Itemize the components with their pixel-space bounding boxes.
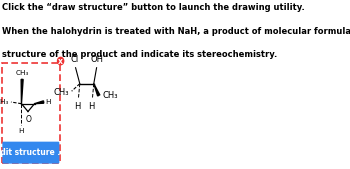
FancyBboxPatch shape <box>2 142 60 164</box>
Text: Cl: Cl <box>71 55 79 64</box>
Text: CH₃: CH₃ <box>15 70 29 76</box>
Text: H: H <box>46 99 51 105</box>
Circle shape <box>57 57 64 65</box>
Text: x: x <box>58 57 63 66</box>
Text: Click the “draw structure” button to launch the drawing utility.: Click the “draw structure” button to lau… <box>2 3 305 12</box>
Polygon shape <box>21 79 23 104</box>
Text: H: H <box>19 128 24 134</box>
Text: edit structure ...: edit structure ... <box>0 148 66 157</box>
Text: OH: OH <box>91 55 104 64</box>
Polygon shape <box>94 84 100 96</box>
Text: H: H <box>75 102 81 111</box>
Text: O: O <box>26 115 32 124</box>
FancyBboxPatch shape <box>2 63 60 163</box>
Text: structure of the product and indicate its stereochemistry.: structure of the product and indicate it… <box>2 50 278 59</box>
Text: When the halohydrin is treated with NaH, a product of molecular formula C₄H₈O is: When the halohydrin is treated with NaH,… <box>2 27 350 36</box>
Text: CH₃: CH₃ <box>0 99 9 105</box>
Text: CH₃: CH₃ <box>102 91 118 100</box>
Text: H: H <box>89 102 95 111</box>
Polygon shape <box>35 101 44 104</box>
Text: CH₃: CH₃ <box>54 88 69 96</box>
